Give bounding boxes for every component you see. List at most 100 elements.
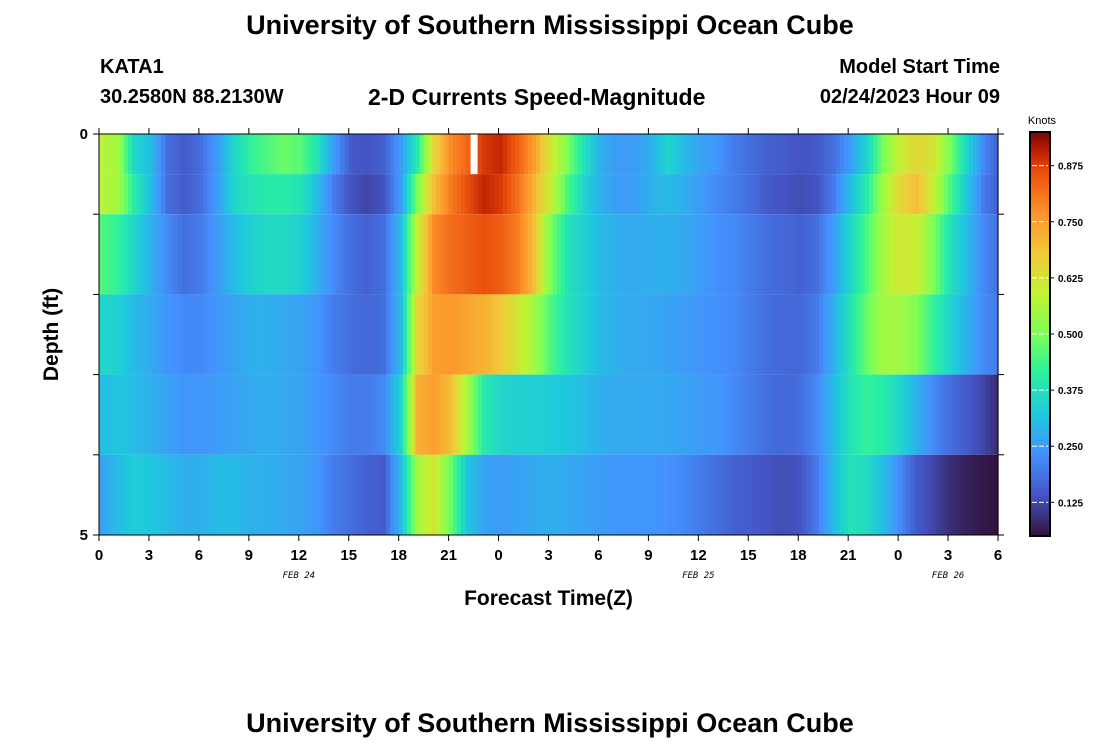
heatmap-cell [552, 454, 558, 535]
heatmap-cell [436, 134, 441, 175]
heatmap-cell [615, 374, 620, 455]
heatmap-cell [461, 294, 466, 375]
heatmap-cell [115, 174, 121, 215]
heatmap-cell [511, 454, 516, 535]
heatmap-cell [702, 294, 708, 375]
heatmap-cell [232, 294, 237, 375]
heatmap-cell [182, 454, 187, 535]
heatmap-cell [627, 174, 633, 215]
heatmap-cell [881, 134, 887, 175]
heatmap-cell [332, 174, 337, 215]
heatmap-cell [157, 294, 163, 375]
heatmap-cell [852, 454, 858, 535]
heatmap-cell [831, 174, 837, 215]
heatmap-cell [123, 374, 129, 455]
heatmap-cell [893, 134, 899, 175]
heatmap-cell [835, 454, 841, 535]
heatmap-cell [931, 374, 937, 455]
heatmap-cell [739, 374, 745, 455]
heatmap-cell [165, 134, 171, 175]
heatmap-cell [161, 454, 167, 535]
heatmap-cell [427, 174, 433, 215]
heatmap-cell [111, 454, 117, 535]
x-tick-label: 6 [195, 547, 203, 564]
heatmap-cell [132, 174, 138, 215]
heatmap-cell [710, 454, 716, 535]
heatmap-cell [365, 174, 371, 215]
heatmap-cell [411, 134, 416, 175]
heatmap-cell [157, 374, 163, 455]
heatmap-cell [282, 214, 287, 295]
heatmap-cell [390, 174, 396, 215]
heatmap-cell [748, 294, 754, 375]
heatmap-cell [178, 134, 183, 175]
colorbar-tick-label: 0.250 [1058, 442, 1083, 453]
heatmap-cell [973, 134, 978, 175]
heatmap-cell [402, 454, 408, 535]
heatmap-cell [839, 374, 845, 455]
heatmap-cell [236, 174, 242, 215]
heatmap-cell [918, 294, 924, 375]
heatmap-cell [956, 134, 962, 175]
heatmap-cell [806, 294, 812, 375]
heatmap-cell [581, 134, 587, 175]
heatmap-cell [769, 294, 774, 375]
heatmap-cell [173, 294, 179, 375]
heatmap-cell [706, 294, 712, 375]
heatmap-cell [282, 294, 287, 375]
heatmap-cell [569, 294, 575, 375]
heatmap-cell [556, 174, 562, 215]
heatmap-cell [369, 214, 375, 295]
heatmap-cell [469, 214, 475, 295]
x-tick-label: 9 [245, 547, 253, 564]
heatmap-cell [819, 454, 824, 535]
heatmap-cell [656, 374, 662, 455]
heatmap-cell [244, 134, 250, 175]
heatmap-cell [931, 214, 937, 295]
heatmap-cell [277, 134, 283, 175]
heatmap-cell [99, 134, 104, 175]
heatmap-cell [694, 174, 699, 215]
heatmap-cell [411, 294, 416, 375]
heatmap-cell [648, 214, 654, 295]
heatmap-cell [873, 134, 878, 175]
heatmap-cell [968, 134, 974, 175]
heatmap-cell [540, 134, 545, 175]
heatmap-cell [173, 134, 179, 175]
heatmap-cell [677, 294, 683, 375]
heatmap-cell [789, 294, 795, 375]
heatmap-cell [606, 294, 612, 375]
heatmap-cell [411, 454, 416, 535]
heatmap-cell [839, 174, 845, 215]
heatmap-cell [477, 454, 483, 535]
heatmap-cell [298, 454, 304, 535]
heatmap-cell [461, 134, 466, 175]
heatmap-cell [769, 374, 774, 455]
heatmap-cell [606, 454, 612, 535]
heatmap-cell [490, 214, 495, 295]
heatmap-cell [652, 374, 658, 455]
heatmap-cell [103, 134, 108, 175]
heatmap-cell [856, 214, 862, 295]
heatmap-cell [706, 174, 712, 215]
heatmap-cell [581, 454, 587, 535]
heatmap-cell [706, 374, 712, 455]
heatmap-cell [665, 134, 670, 175]
heatmap-cell [352, 214, 358, 295]
heatmap-cell [981, 374, 987, 455]
heatmap-cell [190, 294, 196, 375]
heatmap-cell [103, 294, 108, 375]
heatmap-cell [523, 454, 529, 535]
heatmap-cell [148, 214, 154, 295]
heatmap-cell [993, 294, 999, 375]
heatmap-cell [123, 214, 129, 295]
heatmap-cell [427, 454, 433, 535]
heatmap-cell [357, 214, 362, 295]
heatmap-cell [178, 214, 183, 295]
heatmap-cell [806, 374, 812, 455]
heatmap-cell [935, 214, 941, 295]
heatmap-cell [752, 454, 758, 535]
heatmap-cell [560, 374, 566, 455]
heatmap-cell [835, 134, 841, 175]
heatmap-cell [956, 374, 962, 455]
